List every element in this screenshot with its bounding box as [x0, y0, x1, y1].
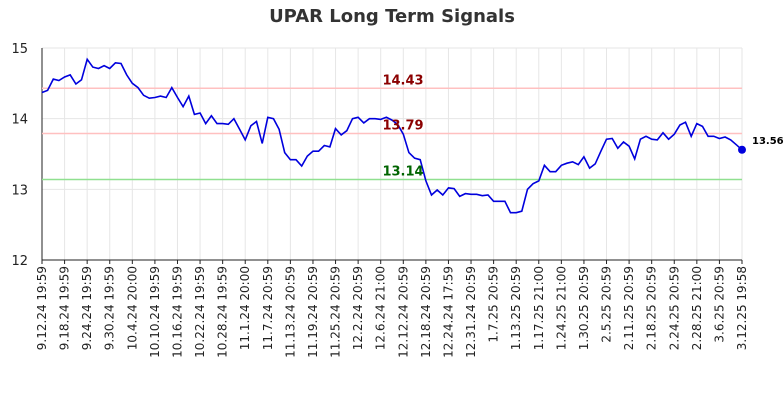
x-tick-label: 12.6.24 21:00	[374, 266, 388, 350]
x-tick-label: 9.18.24 19:59	[58, 266, 72, 350]
x-tick-label: 1.24.25 21:00	[554, 266, 568, 350]
x-tick-label: 11.19.24 20:59	[306, 266, 320, 358]
y-tick-label: 14	[11, 113, 28, 128]
x-tick-label: 12.2.24 20:59	[351, 266, 365, 350]
x-tick-label: 12.12.24 20:59	[396, 266, 410, 358]
x-tick-label: 9.12.24 19:59	[35, 266, 49, 350]
x-tick-label: 10.10.24 19:59	[148, 266, 162, 358]
x-tick-label: 2.18.25 20:59	[645, 266, 659, 350]
x-tick-label: 2.5.25 20:59	[600, 266, 614, 343]
x-tick-label: 1.17.25 21:00	[532, 266, 546, 350]
x-tick-label: 10.28.24 19:59	[216, 266, 230, 358]
reference-line-label: 14.43	[382, 73, 423, 88]
x-tick-label: 3.6.25 20:59	[712, 266, 726, 343]
x-tick-label: 1.7.25 20:59	[487, 266, 501, 343]
chart-title: UPAR Long Term Signals	[269, 6, 515, 27]
y-tick-label: 13	[11, 183, 28, 198]
y-tick-label: 15	[11, 42, 28, 57]
x-tick-label: 9.24.24 19:59	[80, 266, 94, 350]
x-tick-label: 12.18.24 20:59	[419, 266, 433, 358]
x-tick-label: 10.16.24 19:59	[170, 266, 184, 358]
x-tick-label: 11.13.24 20:59	[283, 266, 297, 358]
x-tick-label: 2.24.25 20:59	[667, 266, 681, 350]
x-tick-label: 11.7.24 20:59	[261, 266, 275, 350]
x-tick-label: 11.25.24 20:59	[329, 266, 343, 358]
reference-line-label: 13.79	[382, 119, 423, 134]
x-tick-label: 2.11.25 20:59	[622, 266, 636, 350]
reference-line-label: 13.14	[382, 164, 423, 179]
x-tick-label: 12.31.24 20:59	[464, 266, 478, 358]
x-tick-label: 10.22.24 19:59	[193, 266, 207, 358]
x-tick-label: 2.28.25 21:00	[690, 266, 704, 350]
price-line	[41, 57, 743, 214]
y-tick-label: 12	[11, 254, 28, 269]
x-tick-label: 10.4.24 20:00	[125, 266, 139, 350]
x-tick-label: 12.24.24 17:59	[441, 266, 455, 358]
last-value-label: 13.56	[752, 136, 784, 147]
last-value-point	[738, 145, 746, 154]
x-tick-label: 1.30.25 20:59	[577, 266, 591, 350]
x-tick-label: 1.13.25 20:59	[509, 266, 523, 350]
x-tick-label: 11.1.24 20:00	[238, 266, 252, 350]
x-tick-label: 9.30.24 19:59	[103, 266, 117, 350]
x-tick-label: 3.12.25 19:58	[735, 266, 749, 350]
